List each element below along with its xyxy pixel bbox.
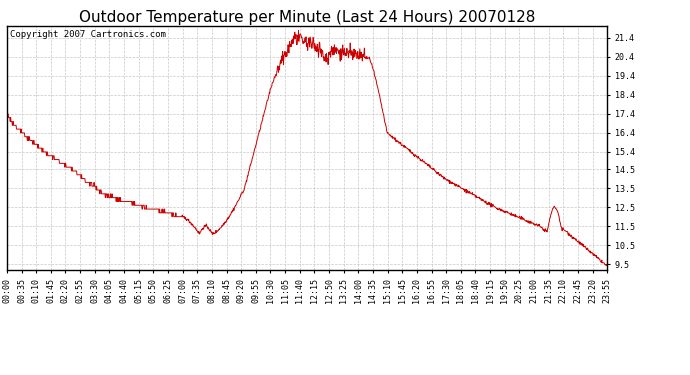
Title: Outdoor Temperature per Minute (Last 24 Hours) 20070128: Outdoor Temperature per Minute (Last 24 … <box>79 10 535 25</box>
Text: Copyright 2007 Cartronics.com: Copyright 2007 Cartronics.com <box>10 30 166 39</box>
